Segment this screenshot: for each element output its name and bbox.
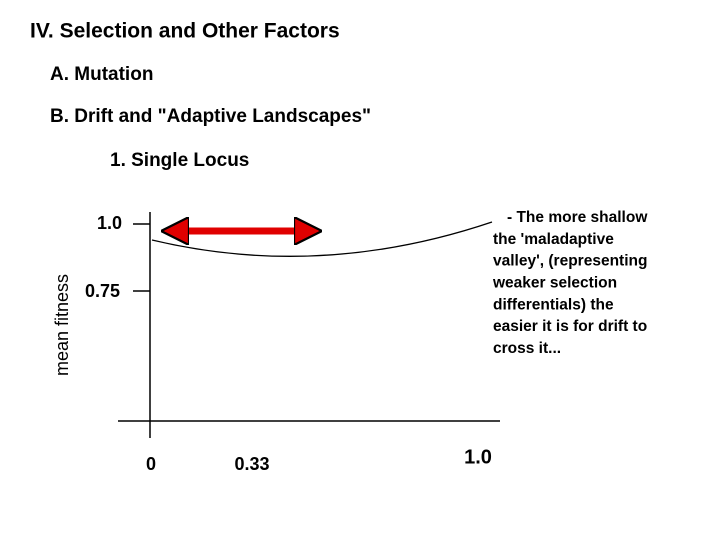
item: B. Drift and "Adaptive Landscapes" xyxy=(50,106,371,127)
annotation-line: the 'maladaptive xyxy=(493,231,614,248)
annotation-line: differentials) the xyxy=(493,296,614,313)
fitness-curve xyxy=(151,221,493,257)
annotation-line: valley', (representing xyxy=(493,253,647,270)
y-tick-label: 1.0 xyxy=(97,213,122,233)
y-axis-label: mean fitness xyxy=(52,274,72,376)
figure: mean fitness 1.0 0.75 0 0.33 1.0 - The m… xyxy=(52,209,649,474)
annotation-line: weaker selection xyxy=(492,274,617,291)
annotation-line: cross it... xyxy=(493,340,561,357)
x-tick-label: 0 xyxy=(146,454,156,474)
y-tick-label: 0.75 xyxy=(85,281,120,301)
title: IV. Selection and Other Factors xyxy=(30,20,340,43)
x-tick-label: 1.0 xyxy=(464,446,492,468)
annotation: - The more shallow the 'maladaptive valley… xyxy=(492,209,648,357)
subitem: 1. Single Locus xyxy=(110,150,249,171)
annotation-line: easier it is for drift to xyxy=(493,318,647,335)
item: A. Mutation xyxy=(50,64,153,85)
x-tick-label: 0.33 xyxy=(234,454,269,474)
annotation-line: - The more shallow xyxy=(507,209,648,226)
